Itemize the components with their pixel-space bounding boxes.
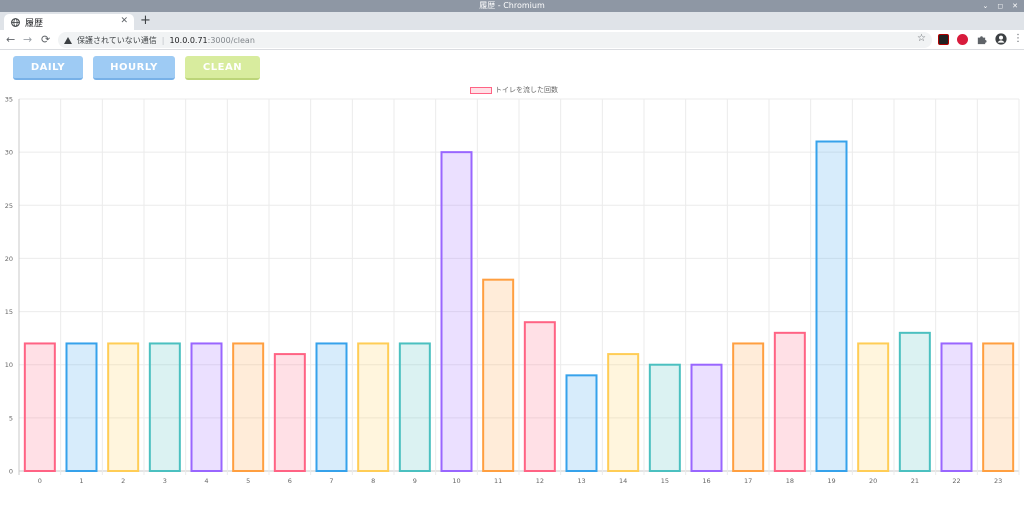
forward-icon[interactable]: →	[23, 33, 33, 46]
bar-hour-12[interactable]	[523, 321, 556, 473]
y-tick-label: 15	[5, 308, 13, 316]
x-tick-label: 19	[827, 477, 835, 485]
x-tick-label: 23	[994, 477, 1002, 485]
bar-hour-2[interactable]	[107, 342, 140, 473]
x-tick-label: 22	[952, 477, 960, 485]
globe-icon	[11, 17, 20, 27]
y-tick-label: 30	[5, 149, 13, 157]
y-tick-label: 10	[5, 361, 13, 369]
bookmark-star-icon[interactable]: ☆	[917, 33, 926, 44]
x-tick-label: 17	[744, 477, 752, 485]
x-tick-label: 3	[163, 477, 167, 485]
y-tick-label: 0	[9, 468, 13, 476]
bar-hour-0[interactable]	[23, 342, 56, 473]
url-path: :3000/clean	[207, 35, 255, 45]
security-status: 保護されていない通信	[77, 35, 157, 45]
legend-label: トイレを流した回数	[495, 86, 558, 94]
bar-hour-10[interactable]	[440, 151, 473, 472]
tab-close-icon[interactable]: ✕	[120, 16, 128, 26]
new-tab-button[interactable]: +	[140, 13, 151, 28]
bar-hour-16[interactable]	[690, 363, 723, 473]
bar-hour-15[interactable]	[648, 363, 681, 473]
bar-hour-1[interactable]	[65, 342, 98, 473]
profile-icon[interactable]	[995, 33, 1007, 45]
y-tick-label: 25	[5, 202, 13, 210]
tab-strip: 履歴 ✕	[0, 12, 1024, 30]
x-tick-label: 10	[452, 477, 460, 485]
tab-title: 履歴	[25, 18, 44, 29]
clean-button[interactable]: CLEAN	[185, 56, 260, 80]
chart-legend[interactable]: トイレを流した回数	[470, 85, 558, 95]
bar-hour-8[interactable]	[357, 342, 390, 473]
bar-hour-13[interactable]	[565, 374, 598, 473]
browser-toolbar: ← → ⟳ 保護されていない通信 | 10.0.0.71 :3000/clean…	[0, 30, 1024, 50]
bar-hour-9[interactable]	[398, 342, 431, 473]
bar-hour-19[interactable]	[815, 140, 848, 472]
bar-hour-17[interactable]	[732, 342, 765, 473]
x-tick-label: 4	[204, 477, 208, 485]
window-title: 履歴 - Chromium	[479, 1, 545, 10]
bar-hour-3[interactable]	[148, 342, 181, 473]
bar-hour-20[interactable]	[857, 342, 890, 473]
x-tick-label: 16	[702, 477, 710, 485]
x-tick-label: 13	[577, 477, 585, 485]
daily-button[interactable]: DAILY	[13, 56, 83, 80]
y-tick-label: 20	[5, 255, 13, 263]
bar-hour-14[interactable]	[607, 353, 640, 473]
x-tick-label: 5	[246, 477, 250, 485]
reload-icon[interactable]: ⟳	[41, 33, 51, 46]
window-title-bar: 履歴 - Chromium ⌄ ◻ ✕	[0, 0, 1024, 12]
bar-hour-11[interactable]	[482, 278, 515, 472]
url-separator: |	[161, 35, 165, 45]
bar-hour-4[interactable]	[190, 342, 223, 473]
extensions-area	[938, 33, 1007, 45]
y-tick-label: 35	[5, 96, 13, 104]
bar-hour-18[interactable]	[773, 331, 806, 473]
warning-icon	[64, 36, 72, 44]
bar-hour-6[interactable]	[273, 353, 306, 473]
x-tick-label: 2	[121, 477, 125, 485]
y-tick-label: 5	[9, 414, 13, 422]
x-tick-label: 14	[619, 477, 627, 485]
shield-extension-icon[interactable]	[957, 33, 968, 45]
bar-hour-7[interactable]	[315, 342, 348, 473]
menu-icon[interactable]: ⋮	[1013, 33, 1023, 44]
x-tick-label: 1	[79, 477, 83, 485]
x-tick-label: 15	[661, 477, 669, 485]
bar-hour-5[interactable]	[232, 342, 265, 473]
close-window-icon[interactable]: ✕	[1012, 2, 1018, 10]
dark-extension-icon[interactable]	[938, 33, 949, 45]
x-tick-label: 18	[786, 477, 794, 485]
x-tick-label: 21	[911, 477, 919, 485]
x-tick-label: 8	[371, 477, 375, 485]
maximize-icon[interactable]: ◻	[997, 2, 1004, 10]
bar-hour-23[interactable]	[982, 342, 1015, 473]
x-tick-label: 9	[413, 477, 417, 485]
address-bar[interactable]: 保護されていない通信 | 10.0.0.71 :3000/clean ☆	[58, 32, 932, 48]
x-tick-label: 11	[494, 477, 502, 485]
window-controls: ⌄ ◻ ✕	[982, 0, 1018, 12]
minimize-icon[interactable]: ⌄	[982, 2, 989, 10]
legend-swatch	[470, 86, 492, 94]
back-icon[interactable]: ←	[6, 33, 16, 46]
x-tick-label: 6	[288, 477, 292, 485]
bar-hour-22[interactable]	[940, 342, 973, 473]
x-tick-label: 20	[869, 477, 877, 485]
x-tick-label: 7	[329, 477, 333, 485]
tab-history[interactable]: 履歴 ✕	[4, 14, 134, 30]
hourly-button[interactable]: HOURLY	[93, 56, 175, 80]
x-tick-label: 12	[536, 477, 544, 485]
x-tick-label: 0	[38, 477, 42, 485]
url-host: 10.0.0.71	[169, 35, 208, 45]
bar-hour-21[interactable]	[898, 331, 931, 473]
puzzle-icon[interactable]	[976, 34, 987, 45]
